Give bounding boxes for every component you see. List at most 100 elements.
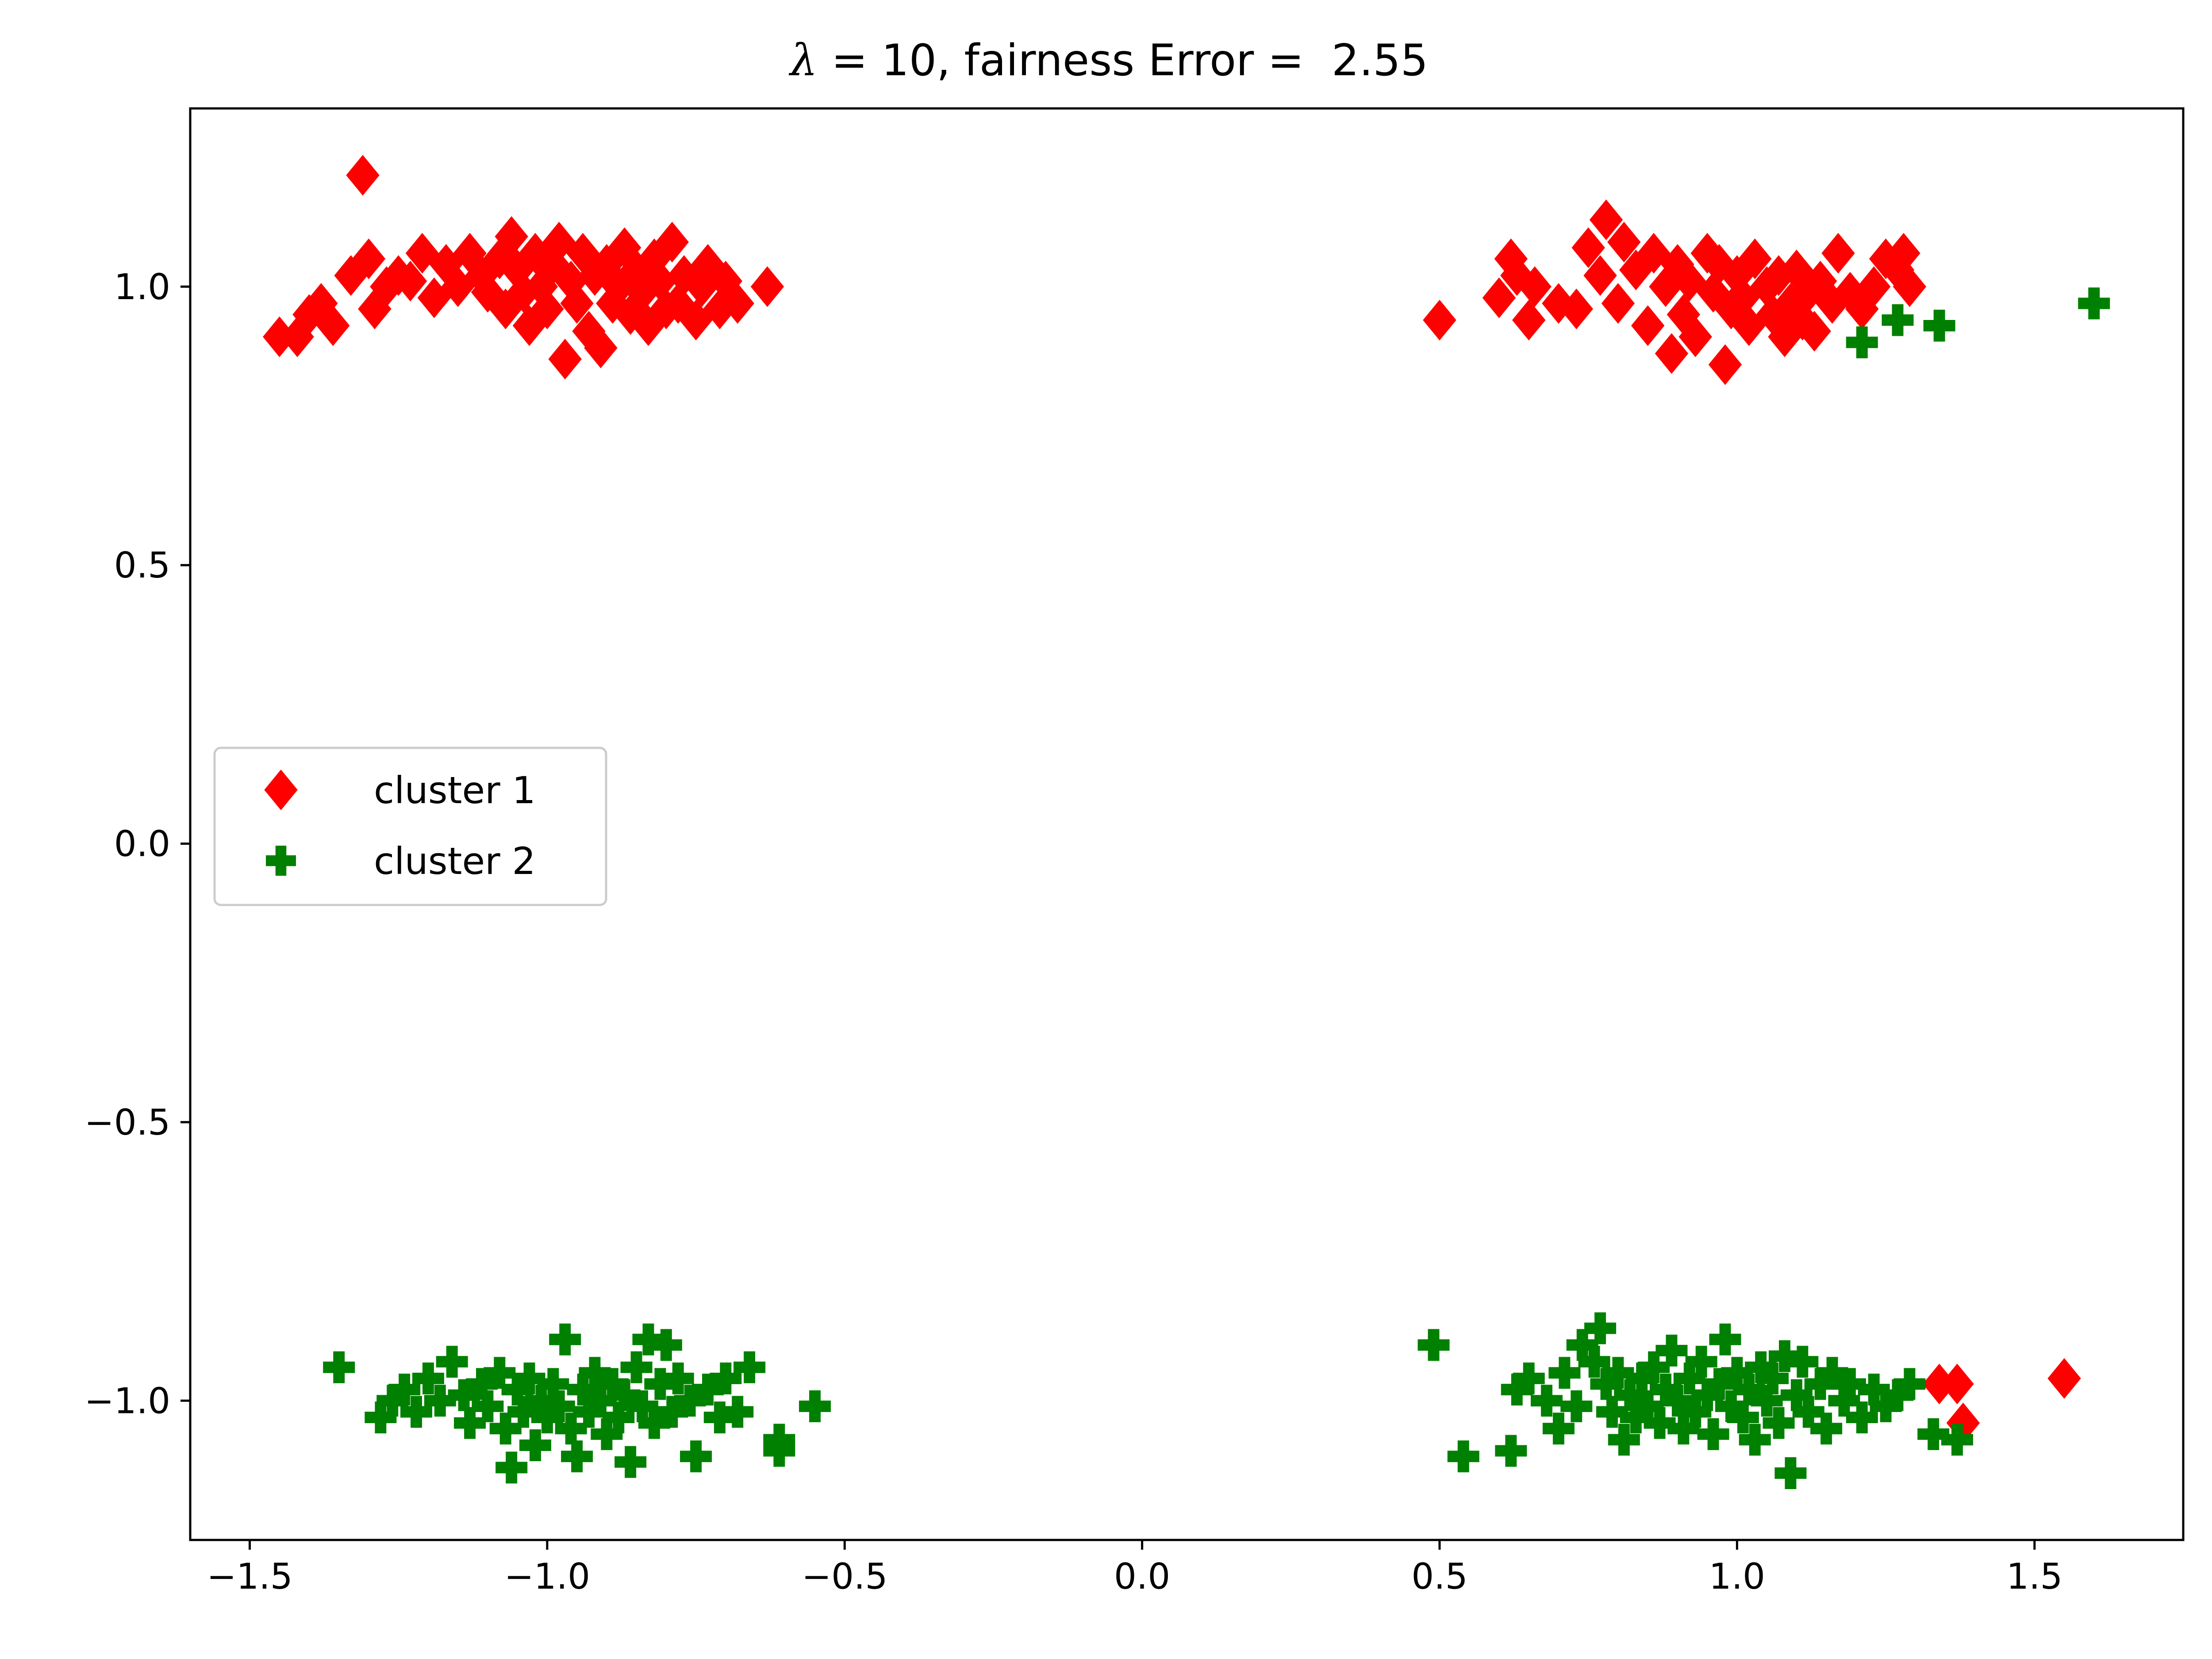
data-point bbox=[412, 1362, 444, 1394]
legend-marker bbox=[264, 770, 298, 810]
legend: cluster 1 cluster 2 bbox=[213, 747, 607, 906]
data-point bbox=[1803, 261, 1837, 302]
data-point bbox=[1584, 1312, 1617, 1344]
data-point bbox=[596, 1368, 629, 1400]
data-point bbox=[1614, 1379, 1646, 1411]
data-point bbox=[316, 305, 350, 346]
data-point bbox=[1922, 1363, 1956, 1405]
series-1-points bbox=[262, 155, 2081, 1443]
data-point bbox=[1763, 1407, 1795, 1439]
data-point bbox=[500, 250, 534, 291]
data-point bbox=[1846, 1401, 1878, 1434]
data-point bbox=[537, 1368, 569, 1400]
data-point bbox=[602, 266, 635, 307]
legend-box bbox=[213, 747, 607, 906]
data-point bbox=[531, 1401, 563, 1434]
data-point bbox=[1703, 1368, 1736, 1400]
data-point bbox=[1845, 289, 1879, 330]
data-point bbox=[484, 1357, 516, 1389]
x-tick-label: 0.0 bbox=[1114, 1556, 1170, 1597]
data-point bbox=[1733, 1374, 1765, 1406]
data-point bbox=[1608, 1424, 1640, 1456]
x-tick-label: 1.0 bbox=[1709, 1556, 1765, 1597]
data-point bbox=[1566, 1329, 1598, 1361]
data-point bbox=[1661, 1385, 1694, 1417]
data-point bbox=[292, 294, 326, 335]
data-point bbox=[1655, 1335, 1688, 1367]
data-point bbox=[1679, 1396, 1712, 1428]
data-point bbox=[1620, 1401, 1652, 1434]
data-point bbox=[512, 305, 546, 346]
data-point bbox=[560, 283, 594, 324]
data-point bbox=[1638, 1351, 1670, 1383]
data-point bbox=[1769, 1340, 1801, 1372]
data-point bbox=[561, 1440, 593, 1473]
data-point bbox=[1447, 1440, 1479, 1473]
data-point bbox=[1559, 289, 1594, 330]
data-point bbox=[1739, 1424, 1771, 1456]
data-point bbox=[1821, 233, 1855, 274]
data-point bbox=[607, 227, 641, 268]
data-point bbox=[614, 294, 647, 335]
data-point bbox=[584, 1385, 617, 1417]
title-rest: = 10, fairness Error = 2.55 bbox=[818, 35, 1428, 86]
data-point bbox=[1857, 266, 1891, 307]
data-point bbox=[722, 1396, 754, 1428]
data-point bbox=[655, 222, 689, 263]
data-point bbox=[1589, 199, 1623, 240]
data-point bbox=[1721, 1357, 1753, 1389]
data-point bbox=[680, 1440, 712, 1473]
y-tick-label: −1.0 bbox=[84, 1380, 170, 1421]
data-point bbox=[448, 1379, 480, 1411]
data-point bbox=[549, 1323, 581, 1355]
data-point bbox=[567, 1374, 599, 1406]
data-point bbox=[1531, 1385, 1563, 1417]
legend-marker bbox=[266, 846, 296, 876]
data-point bbox=[626, 1390, 659, 1422]
data-point bbox=[1673, 1362, 1705, 1394]
data-point bbox=[1833, 272, 1867, 313]
data-point bbox=[1870, 1390, 1902, 1422]
data-point bbox=[1518, 266, 1551, 307]
data-point bbox=[1607, 222, 1641, 263]
data-point bbox=[518, 233, 552, 274]
data-point bbox=[573, 1396, 605, 1428]
data-point bbox=[644, 1368, 676, 1400]
data-point bbox=[495, 216, 528, 257]
data-point bbox=[365, 1401, 397, 1434]
data-point bbox=[1828, 1385, 1860, 1417]
data-point bbox=[262, 316, 296, 358]
data-point bbox=[1708, 344, 1742, 385]
data-point bbox=[709, 261, 743, 302]
data-point bbox=[465, 1368, 498, 1400]
x-tick-label: 0.5 bbox=[1411, 1556, 1467, 1597]
data-point bbox=[1500, 255, 1534, 296]
data-point bbox=[1626, 1362, 1658, 1394]
data-point bbox=[489, 1413, 522, 1445]
data-point bbox=[1632, 1390, 1664, 1422]
data-point bbox=[1512, 300, 1546, 341]
data-point bbox=[1797, 311, 1831, 352]
data-point bbox=[1655, 333, 1689, 374]
data-point bbox=[555, 1413, 587, 1445]
data-point bbox=[1757, 1362, 1789, 1394]
data-point bbox=[643, 261, 677, 302]
y-tick-label: −0.5 bbox=[84, 1102, 170, 1143]
data-point bbox=[1869, 238, 1903, 279]
data-point bbox=[507, 272, 540, 313]
data-point bbox=[495, 1451, 528, 1484]
data-point bbox=[614, 1446, 647, 1478]
data-point bbox=[703, 1401, 736, 1434]
title-lambda: λ bbox=[788, 35, 818, 86]
axes-layer: −1.5 −1.0 −0.5 0.0 0.5 1.0 1.5 −1.0 −0.5 0.0 0.5 1.… bbox=[84, 107, 2185, 1597]
data-point bbox=[1940, 1363, 1974, 1405]
data-point bbox=[507, 1396, 540, 1428]
data-point bbox=[352, 238, 386, 279]
data-point bbox=[733, 1351, 766, 1383]
data-point bbox=[1548, 1357, 1581, 1389]
data-point bbox=[501, 1374, 534, 1406]
data-point bbox=[619, 250, 653, 291]
data-point bbox=[763, 1435, 795, 1467]
